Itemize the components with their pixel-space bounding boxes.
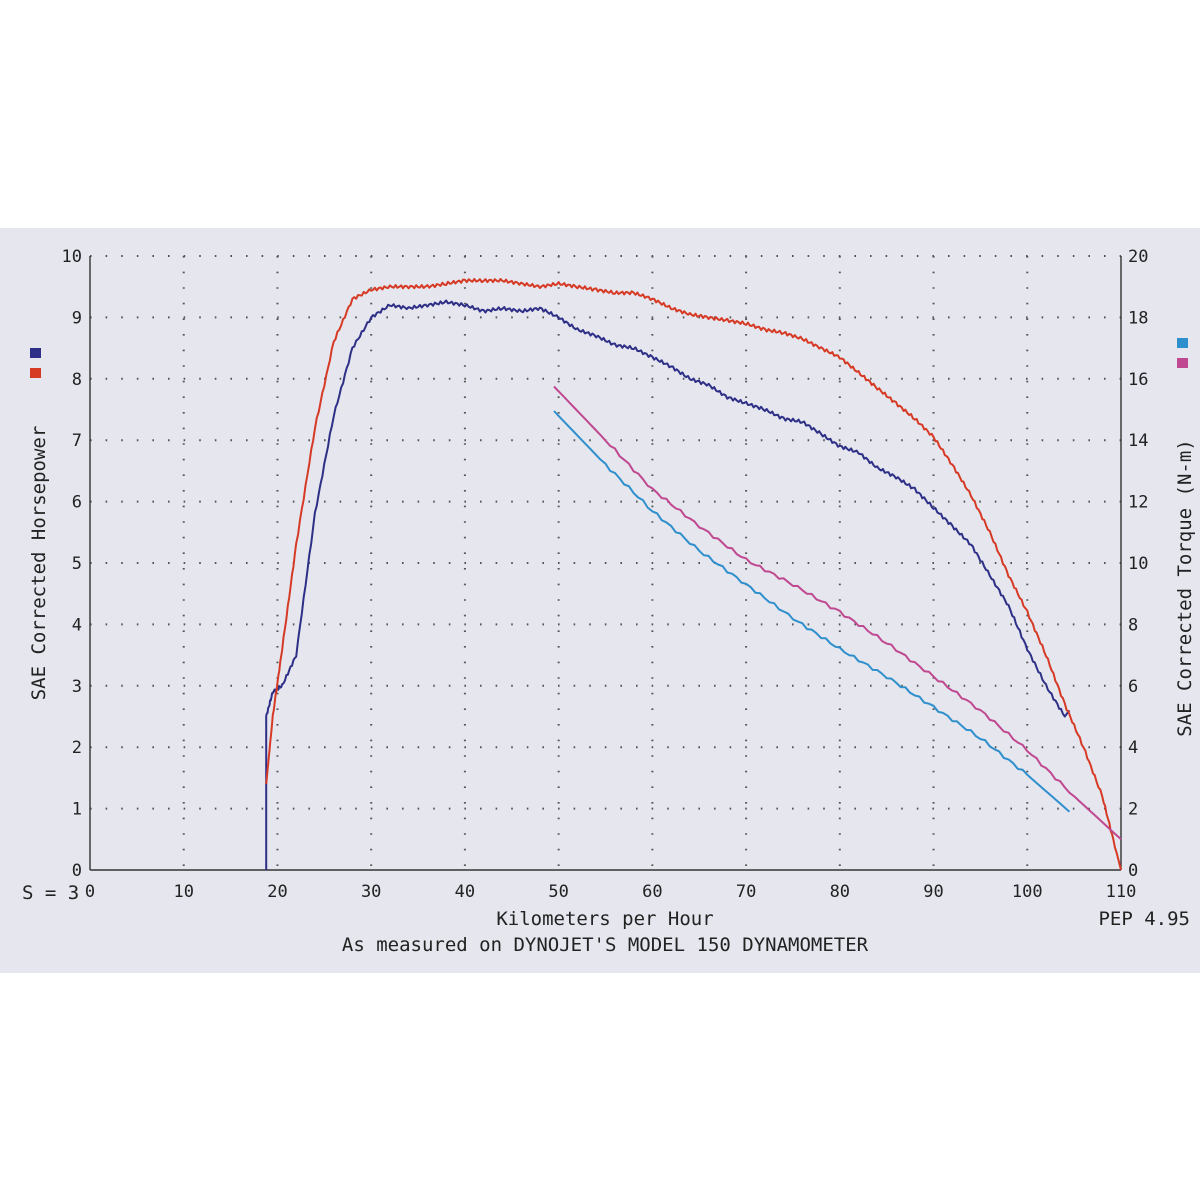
y-left-tick-label: 0 <box>72 861 82 881</box>
x-tick-label: 110 <box>1106 882 1137 902</box>
y-right-axis-label: SAE Corrected Torque (N-m) <box>1174 439 1196 736</box>
x-tick-label: 40 <box>455 882 475 902</box>
y-right-tick-label: 4 <box>1128 738 1138 758</box>
legend-swatch-blue <box>1177 338 1188 348</box>
x-tick-label: 100 <box>1012 882 1043 902</box>
x-tick-labels: 0 10 20 30 40 50 60 70 80 90 100 110 <box>85 882 1136 902</box>
y-left-tick-label: 2 <box>72 738 82 758</box>
x-tick-label: 10 <box>173 882 193 902</box>
y-left-tick-label: 8 <box>72 370 82 390</box>
caption: As measured on DYNOJET'S MODEL 150 DYNAM… <box>342 934 869 956</box>
y-right-tick-label: 0 <box>1128 861 1138 881</box>
dyno-chart-sheet: 0 10 20 30 40 50 60 70 80 90 100 110 0 1 2 3 4 5 6 7 8 9 10 0… <box>0 228 1200 973</box>
x-tick-label: 70 <box>736 882 756 902</box>
grid <box>90 255 1121 870</box>
corner-right-label: PEP 4.95 <box>1098 908 1190 930</box>
legend-swatch-navy <box>30 348 41 358</box>
y-right-tick-label: 12 <box>1128 493 1148 513</box>
x-tick-label: 80 <box>830 882 850 902</box>
x-tick-label: 60 <box>642 882 662 902</box>
y-right-tick-label: 20 <box>1128 247 1148 267</box>
y-left-tick-label: 5 <box>72 554 82 574</box>
x-tick-label: 90 <box>923 882 943 902</box>
y-right-tick-label: 14 <box>1128 431 1148 451</box>
series-line-4 <box>553 385 1122 841</box>
y-right-tick-label: 16 <box>1128 370 1148 390</box>
y-left-tick-label: 6 <box>72 493 82 513</box>
y-right-tick-labels: 0 2 4 6 8 10 12 14 16 18 20 <box>1128 247 1148 881</box>
x-tick-label: 30 <box>361 882 381 902</box>
axes <box>89 256 1122 871</box>
x-tick-label: 20 <box>267 882 287 902</box>
y-right-tick-label: 6 <box>1128 677 1138 697</box>
series-line-2 <box>265 278 1122 871</box>
x-tick-label: 0 <box>85 882 95 902</box>
series-line-3 <box>553 410 1071 813</box>
y-right-tick-label: 8 <box>1128 615 1138 635</box>
y-right-tick-label: 18 <box>1128 308 1148 328</box>
legend <box>30 338 1188 378</box>
series <box>265 278 1122 871</box>
y-left-tick-label: 1 <box>72 800 82 820</box>
corner-left-label: S = 3 <box>22 882 79 904</box>
y-left-tick-label: 3 <box>72 677 82 697</box>
y-left-axis-label: SAE Corrected Horsepower <box>28 426 50 701</box>
x-axis-label: Kilometers per Hour <box>496 908 713 930</box>
x-tick-label: 50 <box>548 882 568 902</box>
series-line-1 <box>265 299 1071 870</box>
y-right-tick-label: 10 <box>1128 554 1148 574</box>
y-left-tick-label: 7 <box>72 431 82 451</box>
y-left-tick-label: 10 <box>62 247 82 267</box>
y-left-tick-label: 4 <box>72 615 82 635</box>
legend-swatch-magenta <box>1177 358 1188 368</box>
y-right-tick-label: 2 <box>1128 800 1138 820</box>
y-left-tick-label: 9 <box>72 308 82 328</box>
legend-swatch-red <box>30 368 41 378</box>
y-left-tick-labels: 0 1 2 3 4 5 6 7 8 9 10 <box>62 247 82 881</box>
